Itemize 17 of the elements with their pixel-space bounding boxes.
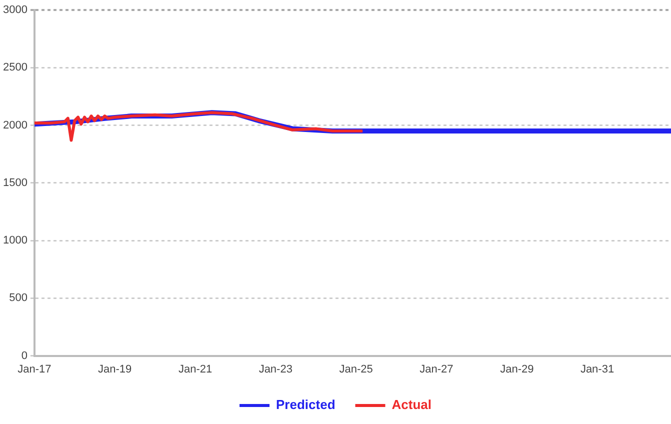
legend-label: Actual: [392, 397, 432, 412]
x-tick-label: Jan-31: [580, 363, 614, 376]
x-tick-label: Jan-25: [339, 363, 373, 376]
y-tick-label: 2500: [2, 62, 28, 74]
y-tick-label: 0: [21, 350, 28, 362]
x-tick-label: Jan-29: [500, 363, 534, 376]
x-tick-label: Jan-17: [18, 363, 52, 376]
y-tick-label: 500: [9, 292, 28, 304]
y-tick-label: 1500: [2, 176, 28, 189]
y-tick-label: 3000: [2, 4, 28, 16]
x-tick-label: Jan-19: [98, 363, 132, 376]
x-tick-label: Jan-21: [178, 363, 212, 376]
x-tick-label: Jan-23: [258, 363, 292, 376]
y-tick-label: 1000: [2, 234, 28, 247]
legend-label: Predicted: [276, 397, 336, 412]
y-tick-label: 2000: [2, 119, 28, 132]
x-tick-label: Jan-27: [420, 363, 454, 376]
